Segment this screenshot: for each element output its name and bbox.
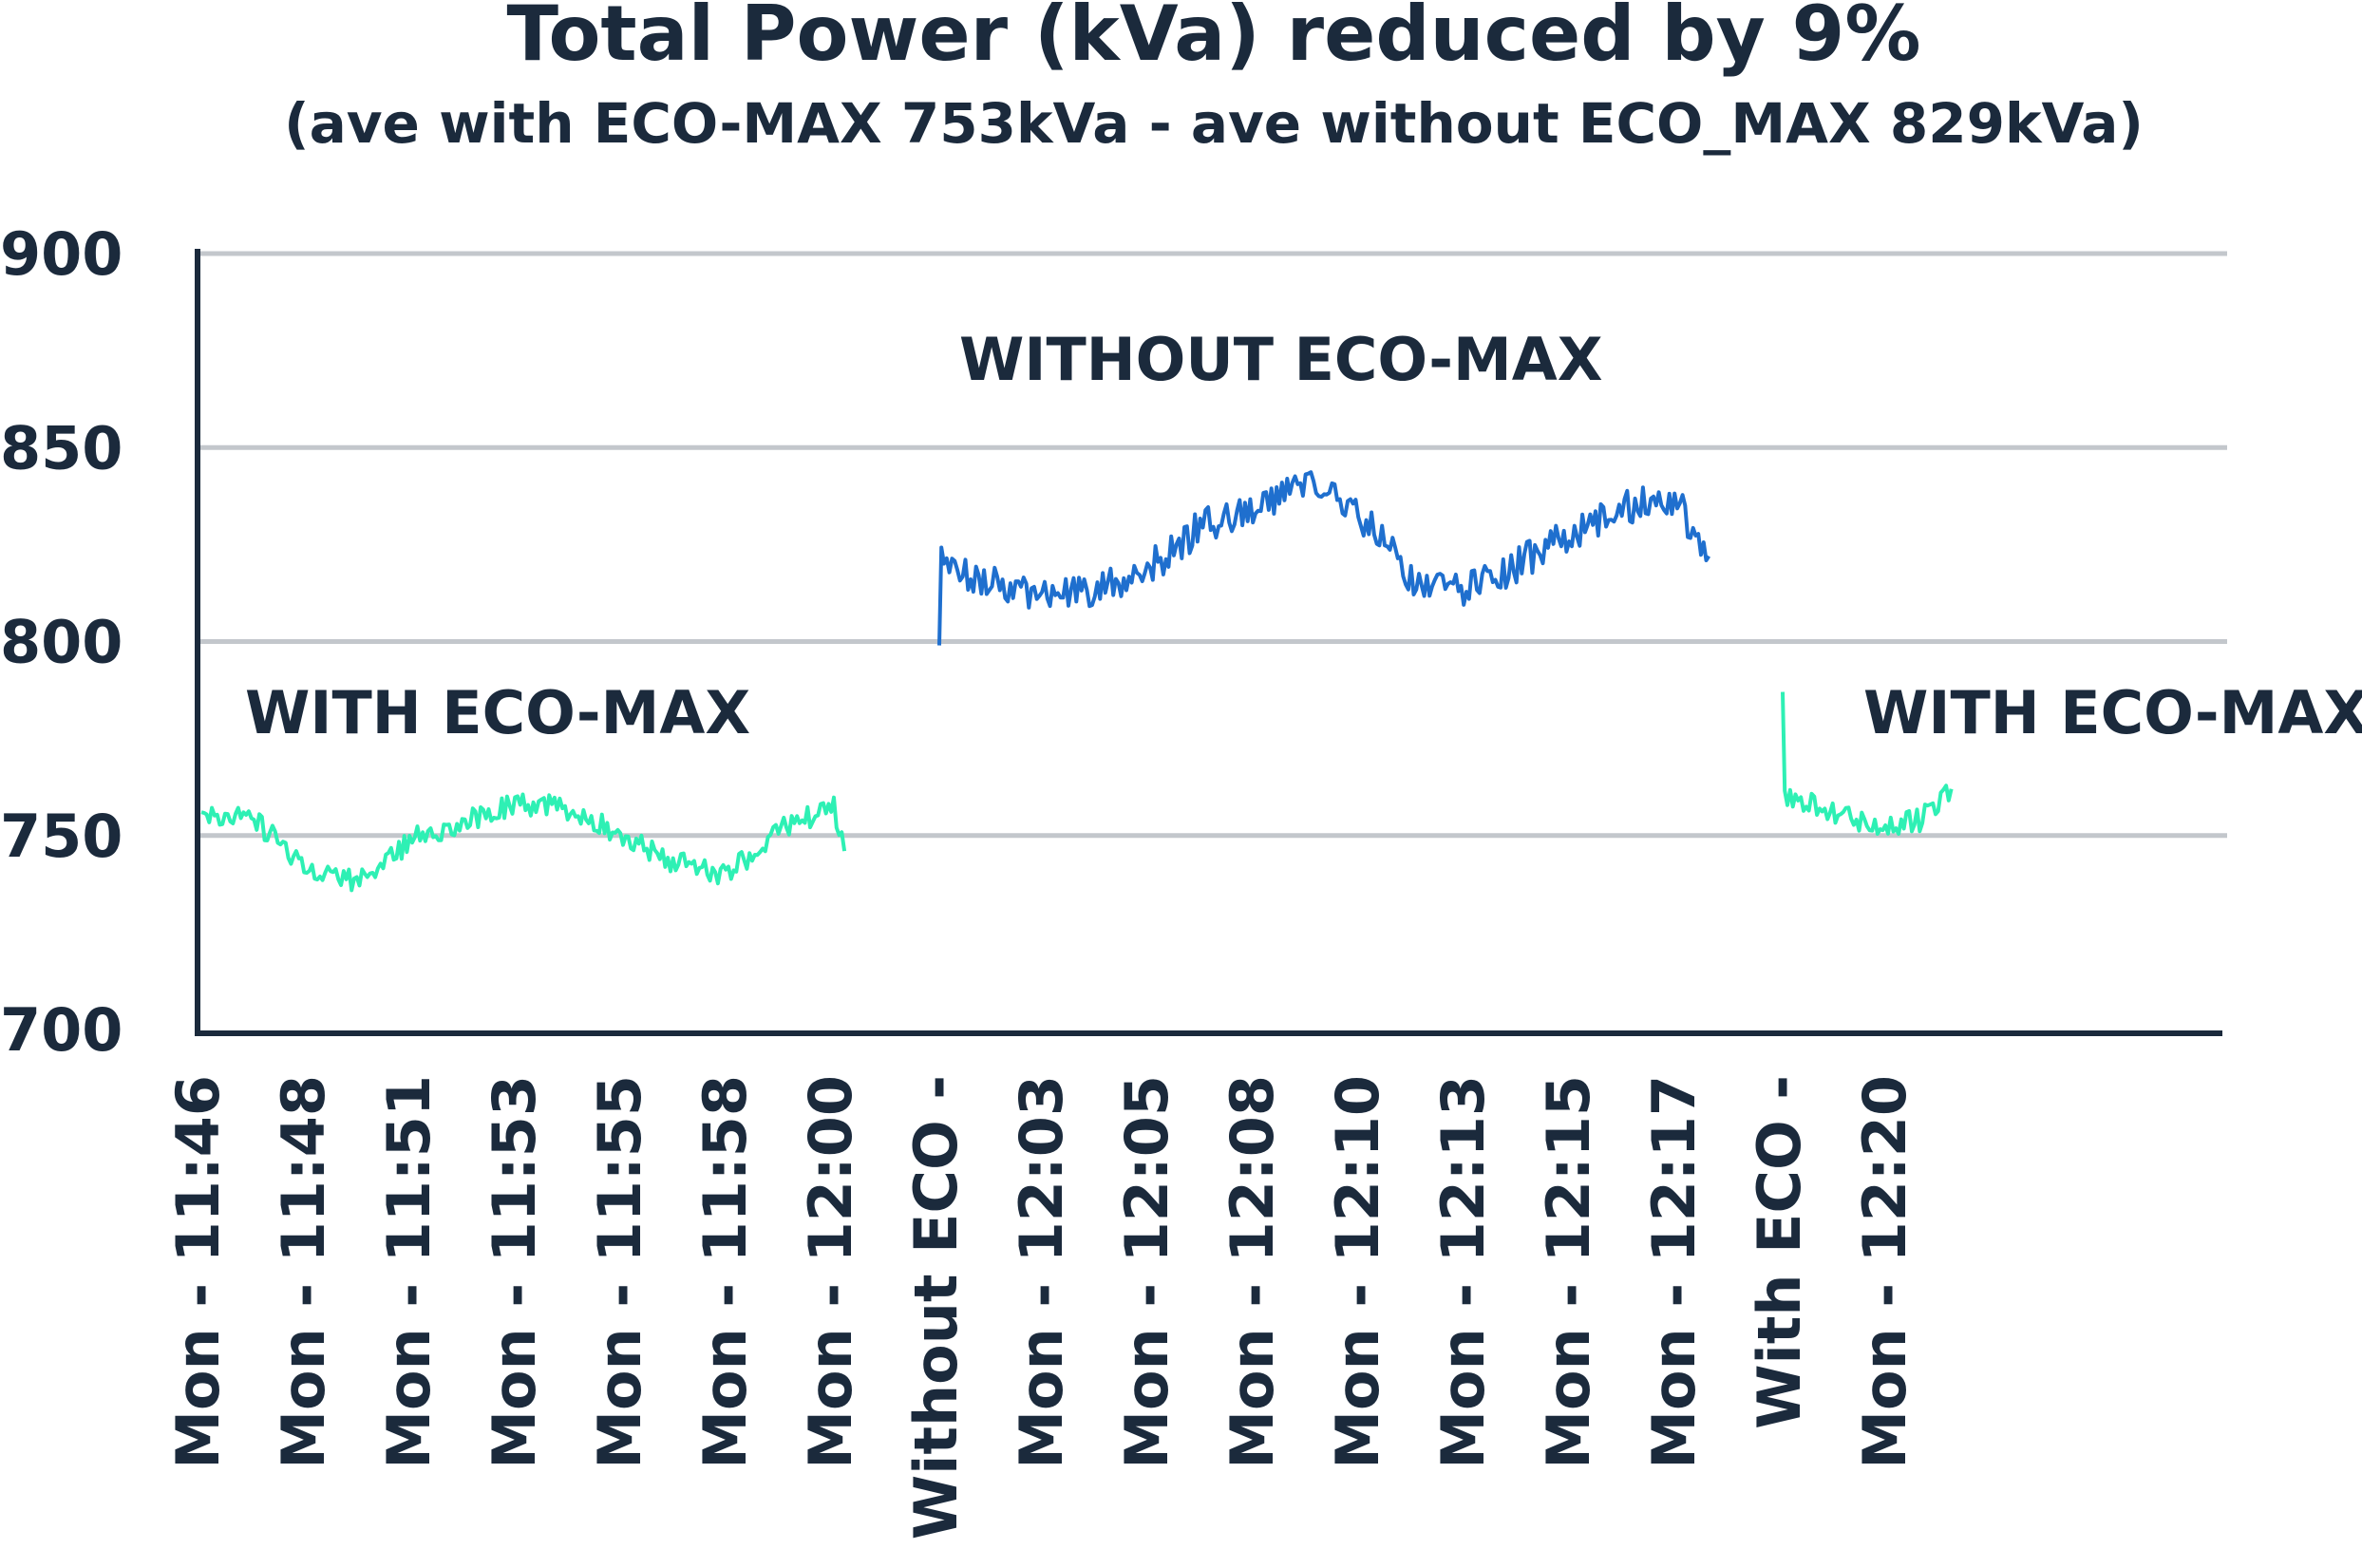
chart-title: Total Power (kVa) reduced by 9% — [507, 0, 1921, 78]
annotation-label: WITHOUT ECO-MAX — [959, 325, 1603, 394]
x-tick-label: Mon - 12:08 — [1218, 1075, 1287, 1469]
gridlines — [198, 251, 2227, 839]
y-tick-labels: 700 750 800 850 900 — [0, 219, 123, 1065]
x-tick-label: Mon - 12:05 — [1112, 1075, 1181, 1469]
series-line-2 — [937, 470, 1710, 646]
y-tick-label: 800 — [0, 608, 123, 677]
x-tick-label: Mon - 12:17 — [1639, 1075, 1709, 1469]
x-tick-label: Mon - 12:20 — [1850, 1075, 1919, 1469]
x-tick-label: Mon - 11:51 — [374, 1075, 444, 1469]
y-tick-label: 900 — [0, 219, 123, 289]
data-series — [200, 470, 1954, 893]
x-tick-label: With ECO - — [1745, 1075, 1814, 1429]
annotation-label: WITH ECO-MAX — [1863, 678, 2362, 747]
x-tick-label: Without ECO - — [901, 1075, 971, 1540]
x-tick-labels: Mon - 11:46 Mon - 11:48 Mon - 11:51 Mon - 1… — [163, 1075, 1919, 1540]
x-tick-label: Mon - 11:46 — [163, 1075, 233, 1469]
x-tick-label: Mon - 12:03 — [1007, 1075, 1076, 1469]
x-tick-label: Mon - 12:00 — [796, 1075, 865, 1469]
series-line-3 — [1781, 691, 1954, 836]
series-line-1 — [200, 792, 847, 893]
y-tick-label: 700 — [0, 995, 123, 1065]
y-tick-label: 850 — [0, 413, 123, 482]
x-tick-label: Mon - 11:55 — [585, 1075, 654, 1469]
annotation-label: WITH ECO-MAX — [245, 678, 750, 747]
x-tick-label: Mon - 11:48 — [269, 1075, 338, 1469]
x-tick-label: Mon - 11:53 — [480, 1075, 549, 1469]
x-tick-label: Mon - 12:10 — [1323, 1075, 1392, 1469]
annotations: WITH ECO-MAX WITHOUT ECO-MAX WITH ECO-MAX — [245, 325, 2362, 747]
chart-subtitle: (ave with ECO-MAX 753kVa - ave without E… — [284, 91, 2144, 156]
y-tick-label: 750 — [0, 802, 123, 871]
x-tick-label: Mon - 11:58 — [690, 1075, 760, 1469]
x-tick-label: Mon - 12:13 — [1428, 1075, 1498, 1469]
x-tick-label: Mon - 12:15 — [1534, 1075, 1603, 1469]
